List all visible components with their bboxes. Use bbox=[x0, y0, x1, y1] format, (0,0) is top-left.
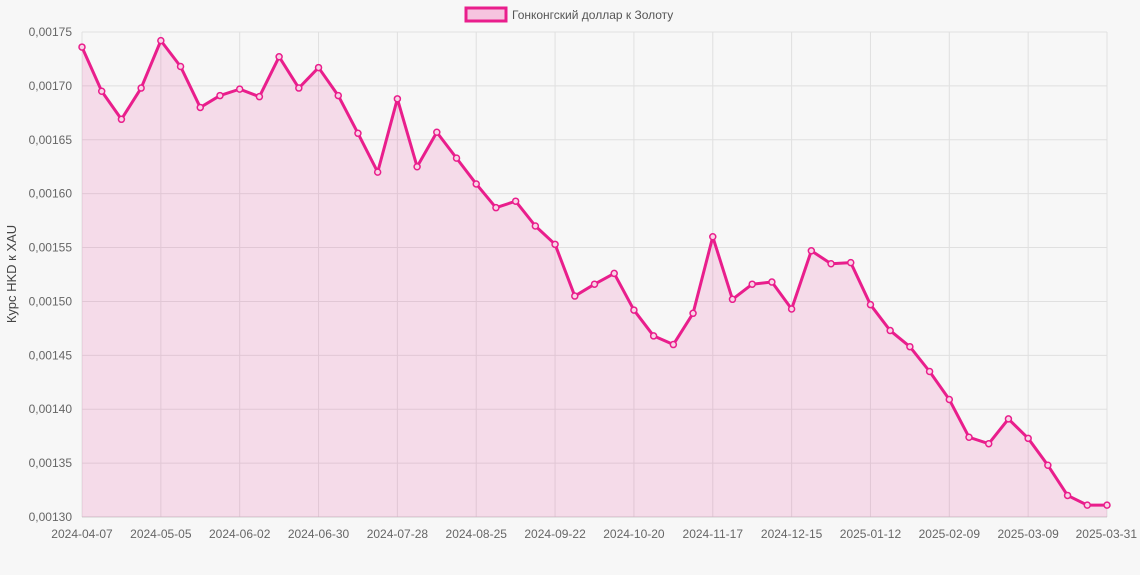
data-point bbox=[472, 180, 480, 188]
x-tick-label: 2025-03-31 bbox=[1076, 527, 1138, 541]
data-point bbox=[137, 84, 145, 92]
data-point bbox=[452, 154, 461, 162]
data-point bbox=[571, 292, 579, 300]
data-point bbox=[787, 305, 796, 313]
data-point bbox=[216, 91, 224, 100]
data-point bbox=[492, 203, 500, 212]
data-point bbox=[945, 395, 954, 404]
data-point bbox=[886, 326, 894, 335]
data-point bbox=[925, 367, 934, 376]
x-tick-label: 2025-03-09 bbox=[997, 527, 1059, 541]
data-points bbox=[78, 36, 1111, 509]
data-point bbox=[1103, 501, 1111, 509]
data-point bbox=[354, 129, 362, 138]
data-point bbox=[728, 295, 737, 304]
y-tick-label: 0,00160 bbox=[29, 187, 73, 201]
y-tick-label: 0,00130 bbox=[29, 510, 73, 524]
x-tick-label: 2024-06-30 bbox=[288, 527, 350, 541]
data-point bbox=[1083, 501, 1092, 509]
data-point bbox=[709, 233, 717, 241]
data-point bbox=[314, 63, 323, 72]
y-tick-label: 0,00140 bbox=[29, 402, 73, 416]
x-tick-label: 2024-05-05 bbox=[130, 527, 192, 541]
x-tick-label: 2025-01-12 bbox=[840, 527, 902, 541]
y-tick-label: 0,00170 bbox=[29, 79, 73, 93]
x-tick-label: 2025-02-09 bbox=[919, 527, 981, 541]
data-point bbox=[511, 197, 520, 205]
data-point bbox=[295, 84, 303, 92]
data-point bbox=[906, 342, 914, 351]
data-point bbox=[531, 222, 540, 230]
data-point bbox=[97, 87, 106, 96]
data-point bbox=[847, 258, 855, 267]
data-point bbox=[255, 92, 264, 101]
x-tick-label: 2024-12-15 bbox=[761, 527, 823, 541]
y-tick-label: 0,00165 bbox=[29, 133, 73, 147]
x-tick-label: 2024-04-07 bbox=[51, 527, 113, 541]
x-tick-label: 2024-11-17 bbox=[683, 527, 744, 541]
data-point bbox=[78, 43, 86, 51]
data-point bbox=[235, 85, 244, 93]
legend-label: Гонконгский доллар к Золоту bbox=[512, 8, 673, 22]
x-tick-label: 2024-08-25 bbox=[446, 527, 508, 541]
x-tick-label: 2024-07-28 bbox=[367, 527, 429, 541]
data-point bbox=[807, 247, 816, 255]
legend[interactable]: Гонконгский доллар к Золоту bbox=[464, 6, 673, 23]
series-area bbox=[82, 40, 1107, 518]
y-tick-label: 0,00175 bbox=[29, 25, 73, 39]
data-point bbox=[965, 433, 973, 441]
data-point bbox=[196, 103, 205, 112]
y-tick-labels: 0,00175 0,00170 0,00165 0,00160 0,00155 0,001… bbox=[29, 25, 73, 524]
y-axis-title: Курс HKD к XAU bbox=[4, 225, 19, 323]
data-point bbox=[610, 269, 618, 278]
data-point bbox=[373, 168, 382, 176]
data-point bbox=[176, 62, 185, 71]
legend-swatch bbox=[464, 6, 508, 23]
data-point bbox=[1004, 415, 1013, 423]
data-point bbox=[630, 306, 638, 314]
data-point bbox=[1024, 434, 1032, 443]
data-point bbox=[1063, 491, 1072, 500]
data-point bbox=[649, 332, 658, 340]
data-point bbox=[689, 309, 697, 318]
y-tick-label: 0,00145 bbox=[29, 348, 73, 362]
data-point bbox=[866, 300, 875, 309]
data-point bbox=[433, 128, 441, 136]
data-point bbox=[393, 95, 402, 103]
x-tick-label: 2024-09-22 bbox=[524, 527, 586, 541]
y-tick-label: 0,00135 bbox=[29, 456, 73, 470]
y-tick-label: 0,00150 bbox=[29, 294, 73, 308]
data-point bbox=[157, 36, 165, 45]
data-point bbox=[334, 91, 342, 100]
x-tick-label: 2024-06-02 bbox=[209, 527, 271, 541]
data-point bbox=[117, 115, 126, 124]
data-point bbox=[768, 278, 776, 286]
data-point bbox=[590, 280, 599, 288]
y-tick-label: 0,00155 bbox=[29, 241, 73, 255]
data-point bbox=[984, 439, 993, 448]
x-tick-label: 2024-10-20 bbox=[603, 527, 665, 541]
data-point bbox=[827, 259, 835, 268]
data-point bbox=[413, 162, 421, 171]
data-point bbox=[1044, 461, 1052, 470]
data-point bbox=[275, 53, 283, 61]
x-tick-labels: 2024-04-07 2024-05-05 2024-06-02 2024-06-30… bbox=[51, 527, 1137, 541]
data-point bbox=[669, 340, 678, 349]
data-point bbox=[748, 280, 756, 288]
data-point bbox=[551, 240, 559, 249]
